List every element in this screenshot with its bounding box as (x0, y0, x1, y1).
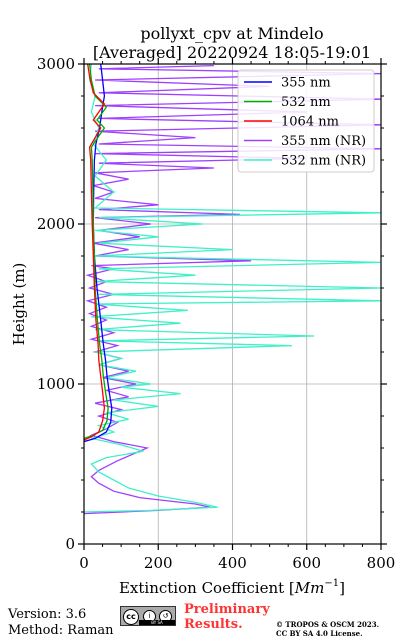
x-axis-label: Extinction Coefficient [Mm−1] (119, 578, 345, 597)
cc-by-icon: i (143, 610, 156, 623)
x-tick-label: 800 (367, 554, 396, 572)
prelim-line2: Results. (184, 617, 243, 632)
method-text: Method: Raman (8, 623, 114, 638)
cc-icon: cc (123, 609, 139, 625)
legend-items: 355 nm 532 nm 1064 nm 355 nm (NR) 532 nm (NR… (244, 76, 366, 169)
series-line-3 (84, 64, 381, 515)
series-line-0 (84, 64, 113, 443)
version-info: Version: 3.6 Method: Raman (8, 607, 114, 639)
prelim-line1: Preliminary (184, 602, 270, 617)
chart-title-line2: [Averaged] 20220924 18:05-19:01 (93, 43, 371, 62)
series-line-1 (84, 64, 109, 440)
y-tick-label: 1000 (37, 375, 75, 393)
x-tick-label: 0 (79, 554, 89, 572)
series-line-2 (84, 64, 106, 441)
preliminary-notice: Preliminary Results. (184, 602, 270, 632)
legend-label: 532 nm (281, 95, 331, 110)
version-text: Version: 3.6 (8, 607, 87, 622)
y-tick-label: 0 (65, 535, 75, 553)
chart-title-line1: pollyxt_cpv at Mindelo (140, 24, 323, 43)
x-tick-label: 400 (218, 554, 247, 572)
copyright-notice: © TROPOS & OSCM 2023. CC BY SA 4.0 Licen… (276, 620, 379, 638)
x-tick-label: 600 (292, 554, 321, 572)
legend-label: 355 nm (281, 76, 331, 91)
copyright-line2: CC BY SA 4.0 License. (276, 629, 363, 638)
series-line-4 (84, 64, 381, 513)
axis-ticks: 0 200 400 600 800 0 1000 2000 3000 (37, 55, 396, 572)
x-tick-label: 200 (144, 554, 173, 572)
y-axis-label: Height (m) (10, 263, 28, 346)
extinction-chart: pollyxt_cpv at Mindelo [Averaged] 202209… (10, 24, 396, 597)
cc-strip: BY SA (139, 620, 175, 625)
legend-label: 355 nm (NR) (281, 134, 366, 149)
series-lines (84, 64, 381, 515)
legend-box (237, 69, 375, 173)
copyright-line1: © TROPOS & OSCM 2023. (276, 620, 380, 629)
y-tick-label: 2000 (37, 215, 75, 233)
legend-label: 532 nm (NR) (281, 154, 366, 169)
legend-label: 1064 nm (281, 115, 339, 130)
y-tick-label: 3000 (37, 55, 75, 73)
cc-license-badge: cc i ↺ BY SA (120, 606, 176, 626)
legend: 355 nm 532 nm 1064 nm 355 nm (NR) 532 nm (NR… (237, 69, 375, 173)
